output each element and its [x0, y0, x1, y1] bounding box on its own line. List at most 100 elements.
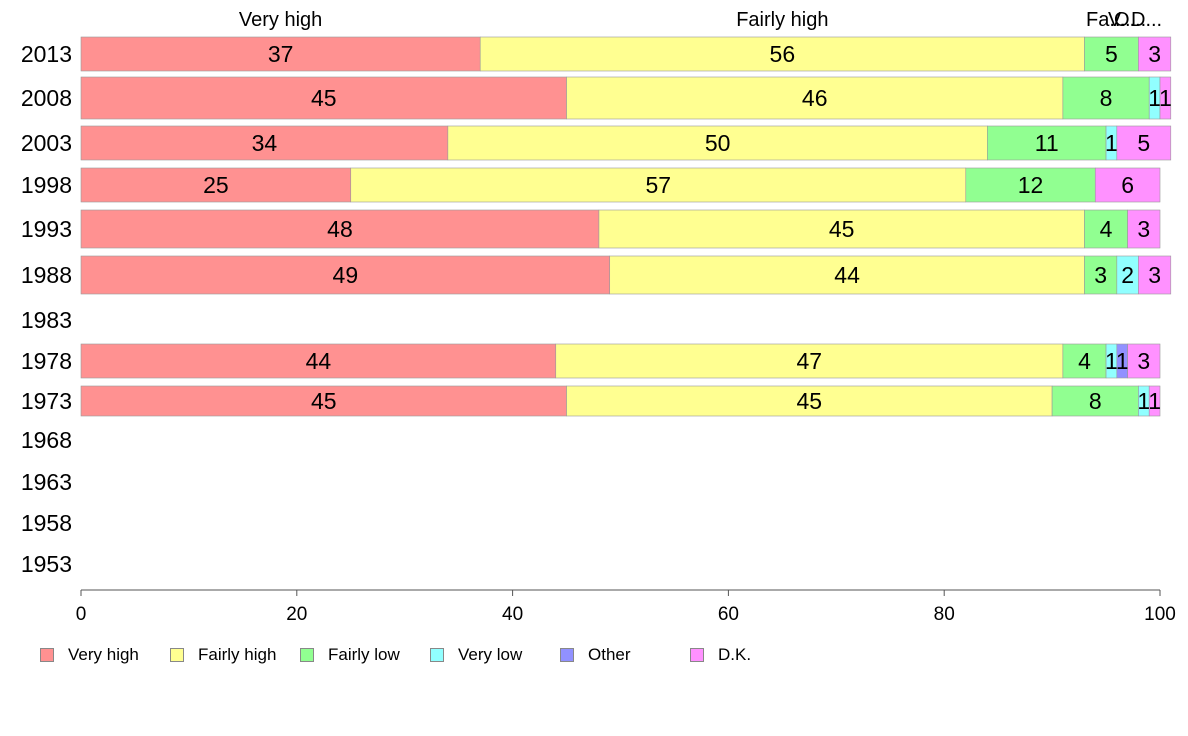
- legend-swatch: [560, 648, 574, 662]
- top-series-label: V...: [1108, 9, 1136, 31]
- bar-value-label: 1: [1137, 388, 1150, 414]
- bar-value-label: 11: [1035, 130, 1059, 156]
- y-tick-label: 1963: [21, 469, 72, 495]
- bar-value-label: 1: [1159, 85, 1172, 111]
- bar-segment: [350, 167, 967, 203]
- bar-segment: [987, 125, 1107, 161]
- y-tick-label: 1988: [21, 262, 72, 288]
- bar-segment: [609, 255, 1085, 295]
- bar-segment: [566, 385, 1053, 417]
- bar-value-label: 1: [1105, 348, 1118, 374]
- bar-segment: [598, 209, 1085, 249]
- legend-swatch: [40, 648, 54, 662]
- y-tick-label: 2003: [21, 130, 72, 156]
- bar-value-label: 45: [311, 388, 337, 414]
- bar-value-label: 6: [1121, 172, 1134, 198]
- bar-value-label: 3: [1148, 41, 1161, 67]
- y-tick-label: 1993: [21, 216, 72, 242]
- bar-value-label: 3: [1094, 262, 1107, 288]
- y-tick-label: 1953: [21, 551, 72, 577]
- bar-value-label: 56: [770, 41, 796, 67]
- x-tick-label: 60: [718, 604, 739, 625]
- bar-segment: [80, 209, 600, 249]
- bar-segment: [1116, 125, 1172, 161]
- bar-value-label: 49: [333, 262, 359, 288]
- bar-segment: [1051, 385, 1139, 417]
- bar-segment: [80, 76, 567, 120]
- legend-swatch: [690, 648, 704, 662]
- bar-value-label: 4: [1100, 216, 1113, 242]
- bar-segment: [1159, 76, 1172, 120]
- bar-value-label: 3: [1137, 216, 1150, 242]
- bar-segment: [1127, 343, 1161, 379]
- legend-swatch: [300, 648, 314, 662]
- bar-value-label: 1: [1116, 348, 1129, 374]
- bar-segment: [1138, 255, 1172, 295]
- legend-swatch: [170, 648, 184, 662]
- bar-segment: [555, 343, 1064, 379]
- y-tick-label: 1983: [21, 307, 72, 333]
- y-tick-label: 1973: [21, 388, 72, 414]
- y-tick-label: 1998: [21, 172, 72, 198]
- bar-value-label: 2: [1121, 262, 1134, 288]
- bar-segment: [1094, 167, 1161, 203]
- bar-value-label: 45: [797, 388, 823, 414]
- bar-segment: [447, 125, 988, 161]
- legend-label: Very high: [68, 645, 139, 664]
- y-tick-label: 1958: [21, 510, 72, 536]
- bar-value-label: 8: [1100, 85, 1113, 111]
- bar-value-label: 34: [252, 130, 278, 156]
- bar-value-label: 1: [1148, 388, 1161, 414]
- bar-segment: [1148, 385, 1161, 417]
- bar-segment: [479, 36, 1085, 72]
- legend-item: Other: [560, 645, 631, 665]
- bar-value-label: 44: [834, 262, 860, 288]
- legend-item: Very low: [430, 645, 522, 665]
- bar-segment: [1062, 343, 1107, 379]
- bar-value-label: 5: [1137, 130, 1150, 156]
- bar-value-label: 5: [1105, 41, 1118, 67]
- stacked-bar-chart: 2 0 1 3 2008 2003 1998 1993 1988 1983 1978 1973 1968…: [21, 9, 1176, 625]
- bar-segment: [80, 255, 611, 295]
- legend-item: D.K.: [690, 645, 751, 665]
- top-series-label: Fairly high: [736, 9, 828, 31]
- bar-value-label: 1: [1105, 130, 1118, 156]
- bar-value-label: 57: [645, 172, 671, 198]
- legend-label: D.K.: [718, 645, 752, 664]
- bar-value-label: 46: [802, 85, 828, 111]
- bar-value-label: 8: [1089, 388, 1102, 414]
- x-tick-label: 80: [934, 604, 955, 625]
- y-tick-label: 2008: [21, 85, 72, 111]
- legend-item: Fairly high: [170, 645, 276, 665]
- x-tick-label: 0: [76, 604, 87, 625]
- bar-segment: [80, 385, 567, 417]
- top-series-label: D...: [1131, 9, 1162, 31]
- legend-label: Other: [588, 645, 631, 664]
- chart-legend: Very high Fairly high Fairly low Very low Ot…: [40, 645, 1160, 667]
- top-series-label: Fa...: [1086, 9, 1126, 31]
- legend-item: Fairly low: [300, 645, 400, 665]
- bar-value-label: 37: [268, 41, 294, 67]
- bar-segment: [1138, 36, 1172, 72]
- bar-segment: [566, 76, 1064, 120]
- y-tick-label: 1978: [21, 348, 72, 374]
- bar-value-label: 25: [203, 172, 229, 198]
- bar-value-label: 44: [306, 348, 332, 374]
- legend-label: Fairly low: [328, 645, 400, 664]
- bar-segment: [1084, 36, 1139, 72]
- x-tick-label: 40: [502, 604, 523, 625]
- legend-label: Very low: [458, 645, 523, 664]
- bar-segment: [80, 36, 481, 72]
- bar-value-label: 45: [829, 216, 855, 242]
- y-tick-label: 1968: [21, 427, 72, 453]
- x-tick-label: 100: [1144, 604, 1176, 625]
- bar-segment: [1127, 209, 1161, 249]
- bar-segment: [80, 167, 352, 203]
- bar-value-label: 48: [327, 216, 353, 242]
- legend-item: Very high: [40, 645, 139, 665]
- bar-value-label: 50: [705, 130, 731, 156]
- bar-value-label: 1: [1148, 85, 1161, 111]
- bar-value-label: 3: [1148, 262, 1161, 288]
- bar-segment: [1084, 255, 1118, 295]
- legend-label: Fairly high: [198, 645, 277, 664]
